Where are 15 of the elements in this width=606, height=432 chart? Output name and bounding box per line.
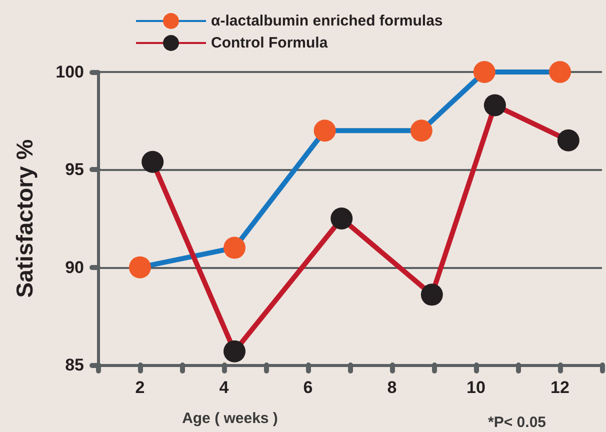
x-axis-title: Age ( weeks ) [182, 410, 278, 427]
y-tick-label: 85 [65, 356, 84, 374]
x-tick-label: 10 [466, 378, 486, 397]
y-axis-title: Satisfactory % [12, 139, 38, 298]
y-tick-label: 95 [65, 160, 84, 180]
x-tick-label: 8 [387, 378, 397, 397]
x-tick-label: 12 [550, 378, 570, 397]
x-tick-label: 2 [135, 378, 145, 397]
y-tick-label: 100 [56, 62, 84, 82]
x-tick-label: 4 [219, 378, 230, 397]
legend-label: α-lactalbumin enriched formulas [211, 12, 443, 30]
y-tick-label: 90 [65, 258, 84, 277]
x-tick-label: 6 [303, 378, 313, 397]
legend-label: Control Formula [211, 34, 328, 52]
text: *P< 0.05 [488, 414, 546, 431]
